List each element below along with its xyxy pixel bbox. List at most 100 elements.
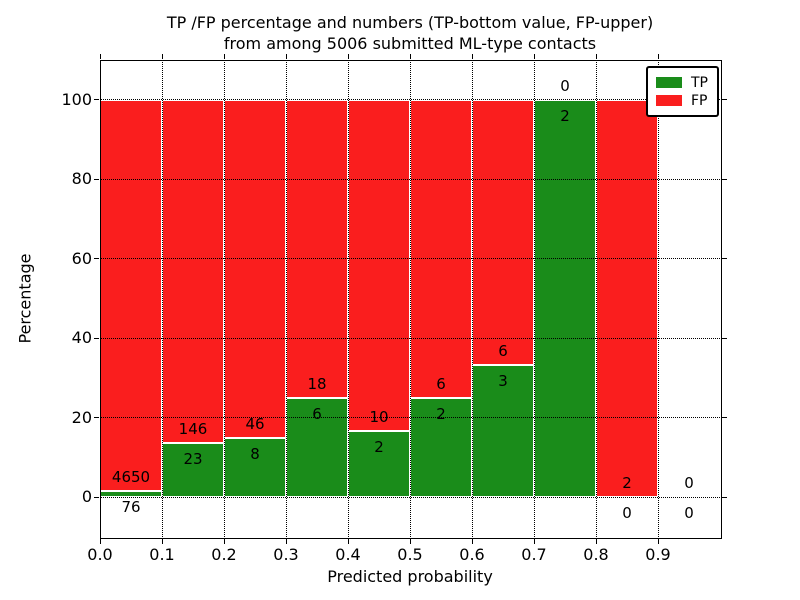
x-tick-label-0.5: 0.5: [397, 545, 423, 564]
x-tick-bottom-0.0: [99, 539, 101, 544]
y-tick-left-0: [94, 496, 99, 498]
x-tick-bottom-0.4: [347, 539, 349, 544]
x-tick-bottom-0.6: [471, 539, 473, 544]
x-tick-top-0.7: [533, 54, 535, 59]
fp-count-label-9: 0: [684, 474, 694, 493]
tp-bar-7: [534, 99, 596, 498]
fp-count-label-5: 6: [436, 374, 446, 393]
fp-bar-5: [410, 99, 472, 398]
tp-bar-1: [162, 443, 224, 498]
y-tick-label-100: 100: [61, 89, 92, 109]
y-tick-right-40: [722, 337, 727, 339]
fp-count-label-0: 4650: [111, 467, 151, 486]
legend-entry-tp: TP: [656, 74, 708, 91]
y-tick-left-40: [94, 337, 99, 339]
v-gridline-0.9: [657, 60, 659, 537]
tp-count-label-8: 0: [622, 504, 632, 523]
tp-bar-5: [410, 397, 472, 498]
v-gridline-0.7: [533, 60, 535, 537]
x-tick-top-0.9: [657, 54, 659, 59]
x-tick-top-0.2: [223, 54, 225, 59]
y-tick-left-100: [94, 99, 99, 101]
legend-label-fp: FP: [691, 92, 708, 109]
fp-count-label-7: 0: [560, 76, 570, 95]
fp-bar-2: [224, 99, 286, 439]
chart-title: TP /FP percentage and numbers (TP-bottom…: [100, 12, 720, 54]
fp-bar-0: [100, 99, 162, 491]
chart-title-line2: from among 5006 submitted ML-type contac…: [223, 34, 597, 53]
x-tick-bottom-0.3: [285, 539, 287, 544]
v-gridline-0.3: [285, 60, 287, 537]
y-axis-label-container: Percentage: [8, 60, 42, 537]
y-tick-right-20: [722, 417, 727, 419]
x-tick-top-0.8: [595, 54, 597, 59]
tp-count-label-1: 23: [183, 450, 203, 469]
y-tick-label-20: 20: [71, 407, 92, 427]
y-tick-right-0: [722, 496, 727, 498]
tp-count-label-9: 0: [684, 504, 694, 523]
y-tick-label-80: 80: [71, 169, 92, 189]
x-tick-label-0.8: 0.8: [583, 545, 609, 564]
x-tick-bottom-0.1: [161, 539, 163, 544]
x-tick-label-0.6: 0.6: [459, 545, 485, 564]
x-tick-label-0.7: 0.7: [521, 545, 547, 564]
y-tick-right-60: [722, 258, 727, 260]
y-tick-right-100: [722, 99, 727, 101]
tp-bar-6: [472, 364, 534, 498]
tp-bar-4: [348, 430, 410, 498]
tp-count-label-6: 3: [498, 371, 508, 390]
x-tick-top-0.1: [161, 54, 163, 59]
fp-count-label-8: 2: [622, 474, 632, 493]
fp-bar-3: [286, 99, 348, 398]
fp-count-label-3: 18: [307, 374, 327, 393]
fp-bar-1: [162, 99, 224, 444]
tp-count-label-2: 8: [250, 445, 260, 464]
tp-count-label-3: 6: [312, 404, 322, 423]
x-tick-label-0.2: 0.2: [211, 545, 237, 564]
x-axis-label: Predicted probability: [327, 567, 493, 586]
fp-count-label-2: 46: [245, 415, 265, 434]
tp-color-swatch: [656, 77, 682, 88]
y-axis-label: Percentage: [15, 253, 35, 344]
v-gridline-0.8: [595, 60, 597, 537]
y-tick-right-80: [722, 178, 727, 180]
tp-bar-2: [224, 438, 286, 498]
chart-title-line1: TP /FP percentage and numbers (TP-bottom…: [166, 13, 654, 32]
fp-bar-4: [348, 99, 410, 431]
x-tick-top-0.6: [471, 54, 473, 59]
v-gridline-0.6: [471, 60, 473, 537]
v-gridline-0.1: [161, 60, 163, 537]
fp-count-label-6: 6: [498, 341, 508, 360]
v-gridline-0.4: [347, 60, 349, 537]
tp-count-label-7: 2: [560, 106, 570, 125]
x-tick-top-0.3: [285, 54, 287, 59]
x-tick-label-0.4: 0.4: [335, 545, 361, 564]
x-tick-label-0.1: 0.1: [149, 545, 175, 564]
fp-bar-8: [596, 99, 658, 498]
y-tick-label-40: 40: [71, 328, 92, 348]
tp-bar-3: [286, 397, 348, 498]
x-tick-top-0.0: [99, 54, 101, 59]
tp-count-label-0: 76: [121, 497, 141, 516]
x-tick-bottom-0.7: [533, 539, 535, 544]
x-tick-bottom-0.9: [657, 539, 659, 544]
y-tick-left-80: [94, 178, 99, 180]
x-tick-bottom-0.5: [409, 539, 411, 544]
fp-bar-6: [472, 99, 534, 365]
x-tick-label-0.3: 0.3: [273, 545, 299, 564]
tp-count-label-4: 2: [374, 437, 384, 456]
x-tick-label-0.0: 0.0: [87, 545, 113, 564]
fp-color-swatch: [656, 95, 682, 106]
legend-label-tp: TP: [691, 74, 708, 91]
y-tick-label-0: 0: [81, 487, 92, 507]
tp-count-label-5: 2: [436, 404, 446, 423]
x-tick-bottom-0.8: [595, 539, 597, 544]
y-tick-left-60: [94, 258, 99, 260]
y-tick-label-60: 60: [71, 248, 92, 268]
x-tick-top-0.4: [347, 54, 349, 59]
v-gridline-0.2: [223, 60, 225, 537]
x-tick-top-0.5: [409, 54, 411, 59]
v-gridline-0.5: [409, 60, 411, 537]
fp-count-label-4: 10: [369, 407, 389, 426]
